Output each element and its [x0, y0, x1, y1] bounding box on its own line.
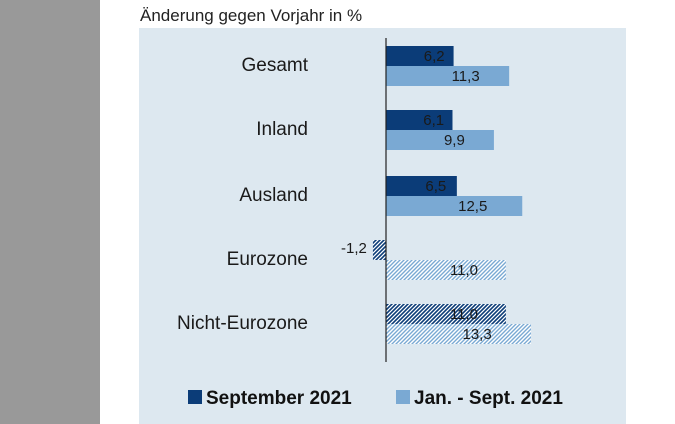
category-label: Ausland: [239, 185, 308, 206]
bar-jan-sept: [386, 130, 494, 150]
legend-label: September 2021: [206, 388, 352, 409]
data-label: 6,1: [423, 112, 444, 129]
legend-label: Jan. - Sept. 2021: [414, 388, 563, 409]
legend-swatch: [396, 390, 410, 404]
bar-jan-sept: [386, 66, 510, 86]
category-label: Eurozone: [227, 249, 308, 270]
bar-jan-sept: [386, 324, 531, 344]
data-label: 12,5: [458, 198, 487, 215]
data-label: -1,2: [341, 240, 367, 257]
category-label: Nicht-Eurozone: [177, 313, 308, 334]
data-label: 13,3: [462, 326, 491, 343]
bar-september: [386, 304, 506, 324]
left-gray-strip: [0, 0, 100, 424]
category-label: Inland: [256, 119, 308, 140]
value-labels: 6,2 6,1 6,5 -1,2 11,0 11,3 9,9 12,5 11,0 13,3: [341, 48, 492, 343]
data-label: 11,3: [452, 68, 480, 85]
data-label: 6,5: [425, 178, 446, 195]
bars: [372, 46, 531, 344]
category-label: Gesamt: [241, 55, 308, 76]
bar-september: [386, 46, 454, 66]
bar-september: [386, 176, 457, 196]
legend: September 2021 Jan. - Sept. 2021: [188, 388, 563, 409]
chart-subtitle: Änderung gegen Vorjahr in %: [140, 6, 363, 25]
category-labels: Gesamt Inland Ausland Eurozone Nicht-Eurozon…: [177, 55, 309, 334]
data-label: 11,0: [450, 306, 478, 323]
bar-september: [372, 240, 386, 260]
data-label: 11,0: [450, 262, 478, 279]
bar-september: [386, 110, 453, 130]
chart-panel: [139, 28, 626, 424]
data-label: 6,2: [424, 48, 445, 65]
data-label: 9,9: [444, 132, 465, 149]
bar-jan-sept: [386, 260, 506, 280]
legend-swatch: [188, 390, 202, 404]
bar-jan-sept: [386, 196, 523, 216]
